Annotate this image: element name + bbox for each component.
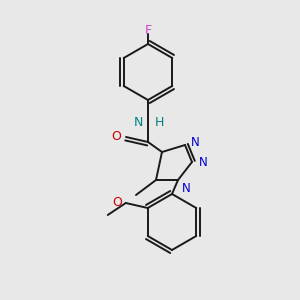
Text: O: O (112, 196, 122, 209)
Text: N: N (191, 136, 200, 148)
Text: F: F (144, 23, 152, 37)
Text: H: H (155, 116, 164, 128)
Text: O: O (111, 130, 121, 143)
Text: N: N (199, 155, 208, 169)
Text: N: N (134, 116, 143, 128)
Text: N: N (182, 182, 191, 194)
